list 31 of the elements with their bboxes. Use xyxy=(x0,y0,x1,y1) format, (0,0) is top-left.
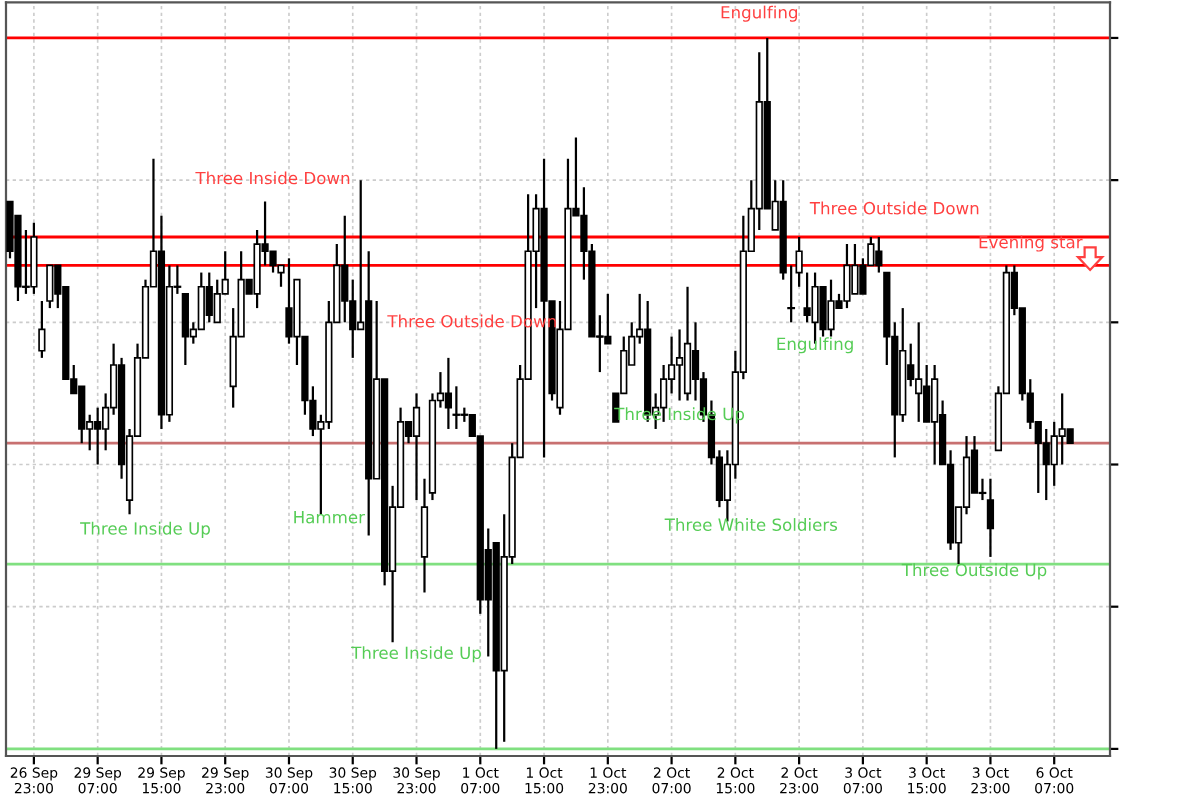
candlestick xyxy=(444,356,453,431)
candlestick xyxy=(213,278,221,324)
candlestick xyxy=(341,214,349,324)
annotation: Three Inside Up xyxy=(351,646,481,663)
candlestick xyxy=(931,363,939,466)
candlestick xyxy=(675,328,684,402)
annotation: Engulfing xyxy=(777,337,853,354)
candlestick xyxy=(1058,392,1066,466)
candlestick xyxy=(78,385,86,445)
candlestick xyxy=(803,271,811,324)
candlestick xyxy=(197,271,205,331)
candlestick xyxy=(986,477,995,559)
annotation: Evening star xyxy=(979,235,1083,252)
candlestick xyxy=(1042,427,1050,502)
candlestick xyxy=(94,406,102,466)
candlestick xyxy=(181,292,189,367)
text: Engulfing xyxy=(721,5,798,22)
candlestick xyxy=(827,278,835,338)
candlestick xyxy=(851,243,859,295)
annotation: Three Outside Down xyxy=(809,201,979,215)
candlestick xyxy=(843,243,851,310)
candlestick xyxy=(915,321,923,423)
annotation: Hammer xyxy=(294,511,365,524)
candlestick xyxy=(795,235,803,288)
candlestick xyxy=(205,271,213,324)
annotation: Three White Soldiers xyxy=(664,518,838,531)
candlestick xyxy=(285,257,293,345)
annotation: Three Inside Down xyxy=(195,171,350,185)
annotation: Three Inside Up xyxy=(80,521,210,538)
annotation: Three Outside Up xyxy=(901,563,1047,580)
candlestick xyxy=(412,392,421,502)
